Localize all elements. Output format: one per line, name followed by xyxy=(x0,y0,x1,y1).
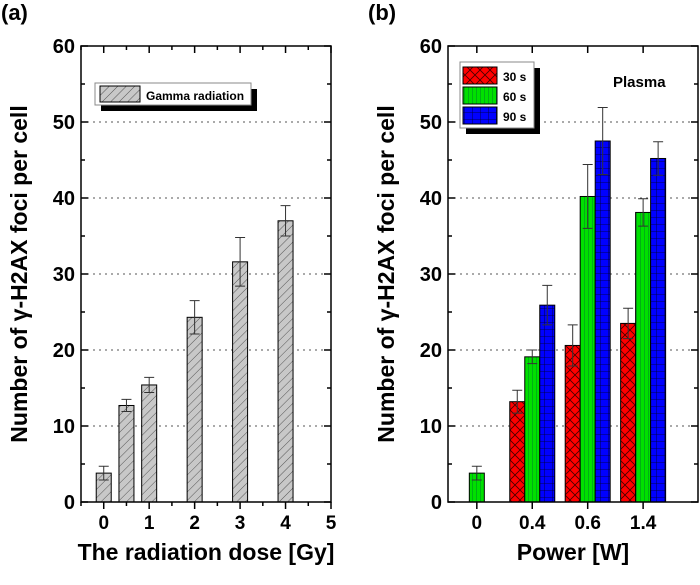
y-tick-label: 10 xyxy=(420,416,442,438)
bar xyxy=(594,140,611,503)
legend-swatch xyxy=(462,66,498,85)
y-tick-label: 40 xyxy=(53,188,75,210)
error-bar xyxy=(280,205,291,237)
error-bar xyxy=(638,198,649,227)
y-tick-label: 50 xyxy=(53,112,75,134)
y-tick-label: 0 xyxy=(64,492,75,514)
x-axis-label: Power [W] xyxy=(517,539,629,565)
x-tick-label: 3 xyxy=(235,513,246,534)
error-bar xyxy=(653,141,664,176)
y-tick-label: 60 xyxy=(420,36,442,58)
bar xyxy=(509,401,526,503)
legend-label: 30 s xyxy=(503,70,527,84)
error-bar xyxy=(235,237,246,287)
bar xyxy=(524,356,541,503)
error-bar xyxy=(98,465,109,481)
y-tick-label: 20 xyxy=(53,340,75,362)
x-tick-label: 5 xyxy=(326,513,337,534)
bar xyxy=(539,304,556,503)
y-tick-label: 20 xyxy=(420,340,442,362)
bar xyxy=(564,344,581,503)
error-bar xyxy=(189,300,200,335)
error-bar xyxy=(582,164,593,229)
x-tick-label: 0.6 xyxy=(574,513,600,534)
y-axis-label: Number of γ-H2AX foci per cell xyxy=(6,105,32,442)
bar xyxy=(118,404,135,503)
legend-label: 60 s xyxy=(503,90,527,104)
x-tick-label: 2 xyxy=(189,513,200,534)
bar xyxy=(141,384,158,503)
panel-label: (a) xyxy=(1,0,28,25)
x-tick-label: 0.4 xyxy=(519,513,546,534)
error-bar xyxy=(542,284,553,326)
bar xyxy=(579,195,596,503)
x-tick-label: 1 xyxy=(144,513,155,534)
error-bar xyxy=(121,398,132,413)
y-axis-label: Number of γ-H2AX foci per cell xyxy=(373,105,399,442)
y-tick-label: 30 xyxy=(420,264,442,286)
x-tick-label: 1.4 xyxy=(630,513,657,534)
error-bar xyxy=(527,349,538,365)
legend-swatch xyxy=(462,106,498,125)
y-tick-label: 0 xyxy=(431,492,442,514)
bar xyxy=(620,322,637,503)
y-tick-label: 10 xyxy=(53,416,75,438)
legend-label: 90 s xyxy=(503,110,527,124)
y-tick-label: 30 xyxy=(53,264,75,286)
bar xyxy=(232,261,249,503)
plasma-annotation: Plasma xyxy=(613,74,666,91)
x-tick-label: 4 xyxy=(280,513,291,534)
bar xyxy=(277,220,294,503)
panel-label: (b) xyxy=(368,0,396,25)
x-axis-label: The radiation dose [Gy] xyxy=(78,539,335,565)
bar xyxy=(650,157,667,503)
error-bar xyxy=(144,376,155,394)
panel-a: 0 10 20 30 40 50 60 0 1 2 3 4 5 The radiation dose [G… xyxy=(1,0,337,565)
legend-swatch xyxy=(462,86,498,105)
error-bar xyxy=(623,307,634,340)
x-tick-label: 0 xyxy=(472,513,483,534)
error-bar xyxy=(512,389,523,414)
error-bar xyxy=(567,324,578,367)
y-tick-label: 60 xyxy=(53,36,75,58)
legend-label: Gamma radiation xyxy=(146,89,244,103)
y-tick-label: 50 xyxy=(420,112,442,134)
bar xyxy=(186,316,203,503)
bar xyxy=(635,211,652,503)
x-tick-label: 0 xyxy=(98,513,109,534)
legend-swatch xyxy=(99,85,141,103)
y-tick-label: 40 xyxy=(420,188,442,210)
error-bar xyxy=(471,465,482,481)
error-bar xyxy=(597,107,608,175)
